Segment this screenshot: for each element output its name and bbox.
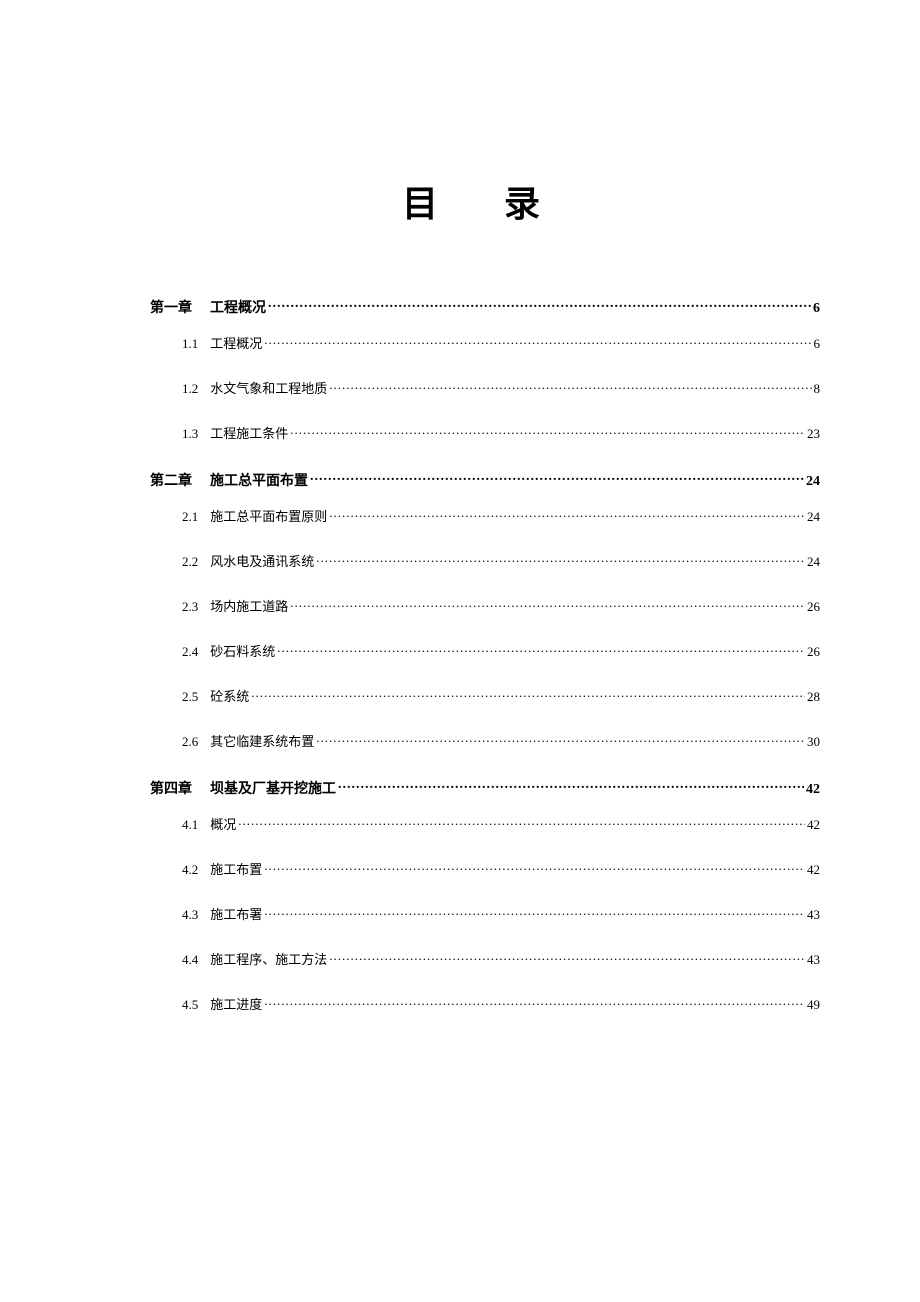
toc-sub-entry: 1.2 水文气象和工程地质 8 — [150, 378, 820, 397]
toc-entry-number: 4.3 — [182, 907, 198, 923]
toc-entry-label: 水文气象和工程地质 — [210, 378, 327, 397]
toc-entry-number: 4.5 — [182, 997, 198, 1013]
toc-entry-number: 第二章 — [150, 470, 192, 490]
toc-leader-dots — [338, 779, 804, 793]
toc-entry-number: 1.2 — [182, 381, 198, 397]
toc-leader-dots — [329, 380, 811, 393]
toc-sub-entry: 1.3 工程施工条件 23 — [150, 423, 820, 442]
table-of-contents: 第一章工程概况 6 1.1 工程概况 6 1.2 水文气象和工程地质 8 1.3 工程施工条件 23… — [150, 297, 820, 1013]
toc-sub-entry: 4.3 施工布署 43 — [150, 904, 820, 923]
toc-entry-label: 场内施工道路 — [210, 596, 288, 615]
toc-chapter-entry: 第二章施工总平面布置 24 — [150, 470, 820, 490]
toc-entry-page: 43 — [807, 907, 820, 923]
toc-entry-page: 24 — [807, 509, 820, 525]
toc-entry-label: 砂石料系统 — [210, 641, 275, 660]
toc-sub-entry: 2.6 其它临建系统布置 30 — [150, 731, 820, 750]
toc-entry-label: 工程施工条件 — [210, 423, 288, 442]
toc-leader-dots — [277, 643, 805, 656]
toc-entry-label: 施工程序、施工方法 — [210, 949, 327, 968]
toc-entry-page: 24 — [806, 474, 820, 490]
toc-entry-number: 2.4 — [182, 644, 198, 660]
toc-entry-page: 26 — [807, 644, 820, 660]
toc-entry-number: 1.1 — [182, 336, 198, 352]
toc-entry-page: 28 — [807, 689, 820, 705]
toc-sub-entry: 4.5 施工进度 49 — [150, 994, 820, 1013]
toc-leader-dots — [264, 335, 811, 348]
toc-entry-number: 2.2 — [182, 554, 198, 570]
toc-entry-page: 6 — [813, 301, 820, 317]
toc-entry-label: 施工总平面布置 — [210, 470, 308, 490]
toc-entry-number: 第四章 — [150, 778, 192, 798]
toc-entry-page: 23 — [807, 426, 820, 442]
toc-sub-entry: 2.3 场内施工道路 26 — [150, 596, 820, 615]
toc-entry-label: 砼系统 — [210, 686, 249, 705]
toc-entry-number: 2.1 — [182, 509, 198, 525]
toc-leader-dots — [310, 471, 804, 485]
toc-entry-label: 施工布署 — [210, 904, 262, 923]
toc-entry-page: 42 — [807, 862, 820, 878]
toc-sub-entry: 2.1 施工总平面布置原则 24 — [150, 506, 820, 525]
toc-sub-entry: 2.2 风水电及通讯系统 24 — [150, 551, 820, 570]
toc-entry-label: 工程概况 — [210, 297, 266, 317]
toc-leader-dots — [268, 298, 811, 312]
toc-entry-page: 24 — [807, 554, 820, 570]
toc-sub-entry: 4.4 施工程序、施工方法 43 — [150, 949, 820, 968]
toc-entry-label: 概况 — [210, 814, 236, 833]
toc-sub-entry: 4.2 施工布置 42 — [150, 859, 820, 878]
toc-chapter-entry: 第一章工程概况 6 — [150, 297, 820, 317]
toc-entry-page: 26 — [807, 599, 820, 615]
toc-entry-number: 2.3 — [182, 599, 198, 615]
toc-entry-label: 风水电及通讯系统 — [210, 551, 314, 570]
toc-entry-number: 4.1 — [182, 817, 198, 833]
toc-leader-dots — [290, 598, 805, 611]
toc-leader-dots — [264, 906, 805, 919]
toc-leader-dots — [316, 733, 805, 746]
toc-entry-number: 2.6 — [182, 734, 198, 750]
toc-entry-page: 43 — [807, 952, 820, 968]
toc-leader-dots — [238, 816, 805, 829]
toc-entry-number: 2.5 — [182, 689, 198, 705]
toc-entry-label: 工程概况 — [210, 333, 262, 352]
toc-chapter-entry: 第四章坝基及厂基开挖施工 42 — [150, 778, 820, 798]
toc-entry-page: 6 — [814, 336, 821, 352]
toc-leader-dots — [264, 996, 805, 1009]
toc-entry-number: 1.3 — [182, 426, 198, 442]
toc-entry-number: 第一章 — [150, 297, 192, 317]
toc-sub-entry: 2.5 砼系统 28 — [150, 686, 820, 705]
toc-entry-label: 施工总平面布置原则 — [210, 506, 327, 525]
toc-leader-dots — [290, 425, 805, 438]
toc-entry-label: 坝基及厂基开挖施工 — [210, 778, 336, 798]
toc-entry-page: 42 — [807, 817, 820, 833]
toc-leader-dots — [251, 688, 805, 701]
toc-entry-page: 30 — [807, 734, 820, 750]
toc-leader-dots — [316, 553, 805, 566]
toc-entry-number: 4.4 — [182, 952, 198, 968]
toc-sub-entry: 1.1 工程概况 6 — [150, 333, 820, 352]
toc-entry-number: 4.2 — [182, 862, 198, 878]
toc-sub-entry: 2.4 砂石料系统 26 — [150, 641, 820, 660]
page-title: 目 录 — [150, 175, 820, 227]
toc-leader-dots — [329, 951, 805, 964]
toc-entry-label: 施工布置 — [210, 859, 262, 878]
toc-leader-dots — [329, 508, 805, 521]
toc-entry-page: 42 — [806, 782, 820, 798]
toc-entry-page: 49 — [807, 997, 820, 1013]
toc-leader-dots — [264, 861, 805, 874]
document-page: 目 录 第一章工程概况 6 1.1 工程概况 6 1.2 水文气象和工程地质 8 1.3 工程施工… — [0, 0, 920, 1139]
toc-entry-page: 8 — [814, 381, 821, 397]
toc-sub-entry: 4.1 概况 42 — [150, 814, 820, 833]
toc-entry-label: 施工进度 — [210, 994, 262, 1013]
toc-entry-label: 其它临建系统布置 — [210, 731, 314, 750]
